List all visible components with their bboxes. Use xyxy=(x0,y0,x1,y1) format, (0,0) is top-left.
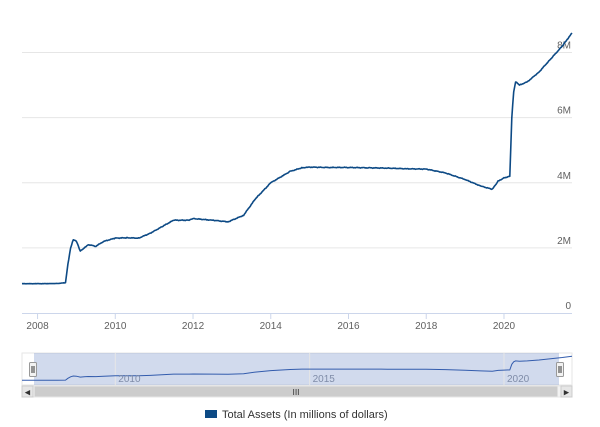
legend-swatch-total-assets xyxy=(205,410,217,418)
scrollbar-left-button[interactable]: ◀ xyxy=(21,385,34,398)
legend[interactable]: Total Assets (In millions of dollars) xyxy=(205,409,388,421)
x-tick-label: 2020 xyxy=(493,321,516,332)
x-tick-label: 2018 xyxy=(415,321,438,332)
series-line-total-assets[interactable] xyxy=(21,32,573,285)
y-grid-lines xyxy=(22,52,572,249)
y-tick-label: 6M xyxy=(557,106,571,117)
navigator-label: 2020 xyxy=(507,374,530,385)
navigator-label: 2010 xyxy=(118,374,141,385)
y-tick-label: 2M xyxy=(557,236,571,247)
navigator-left-handle[interactable] xyxy=(29,362,37,377)
x-tick-label: 2016 xyxy=(337,321,360,332)
x-axis-ticks: 2008 2010 2012 2014 2016 2018 2020 xyxy=(26,313,516,332)
navigator-labels: 2010 2015 2020 xyxy=(118,374,529,385)
scrollbar-right-button[interactable]: ▶ xyxy=(560,385,573,398)
x-tick-label: 2010 xyxy=(104,321,127,332)
y-tick-label: 0 xyxy=(565,301,571,312)
scrollbar-thumb[interactable]: III xyxy=(34,386,558,397)
x-tick-label: 2014 xyxy=(260,321,283,332)
navigator-label: 2015 xyxy=(313,374,336,385)
scrollbar-right-arrow-icon: ▶ xyxy=(564,389,570,397)
y-tick-label: 4M xyxy=(557,171,571,182)
navigator-right-handle[interactable] xyxy=(556,362,564,377)
navigator[interactable]: 2010 2015 2020 ◀ III xyxy=(21,352,573,398)
y-axis-tick-labels: 0 2M 4M 6M 8M xyxy=(557,41,571,312)
x-tick-label: 2012 xyxy=(182,321,205,332)
y-tick-label: 8M xyxy=(557,41,571,52)
legend-label-total-assets[interactable]: Total Assets (In millions of dollars) xyxy=(222,409,388,421)
scrollbar-grip-icon: III xyxy=(292,388,299,397)
scrollbar-left-arrow-icon: ◀ xyxy=(25,389,31,397)
x-tick-label: 2008 xyxy=(26,321,49,332)
navigator-series-line xyxy=(22,355,573,381)
